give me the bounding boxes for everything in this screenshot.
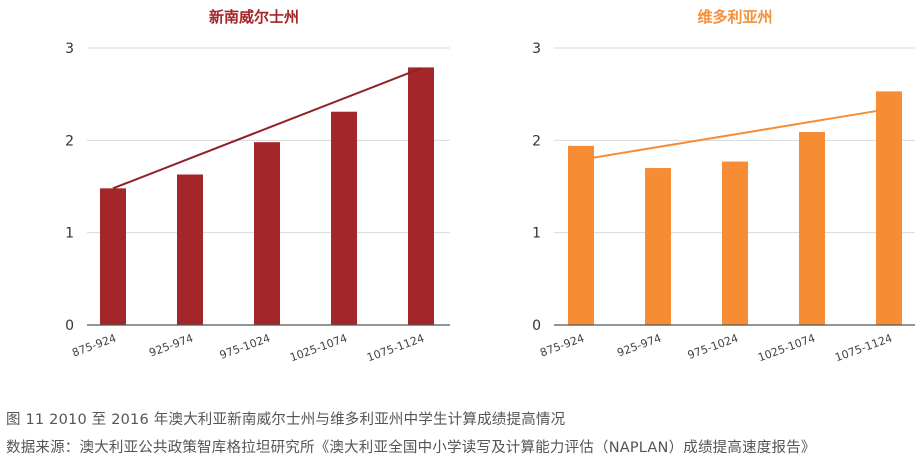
x-tick-label: 1025-1074 bbox=[288, 332, 349, 365]
chart-title: 维多利亚州 bbox=[697, 8, 772, 26]
x-tick-label: 875-924 bbox=[538, 332, 586, 360]
bar bbox=[100, 188, 126, 325]
x-tick-label: 975-1024 bbox=[218, 332, 272, 362]
chart-nsw: 新南威尔士州 0 1 2 3 875-924 925-974 975-1024 1025-107… bbox=[65, 8, 450, 364]
chart-title: 新南威尔士州 bbox=[209, 8, 299, 26]
x-tick-label: 975-1024 bbox=[686, 332, 740, 362]
y-tick-label: 3 bbox=[532, 41, 541, 57]
bar bbox=[254, 142, 280, 325]
bar bbox=[331, 111, 357, 326]
x-tick-label: 925-974 bbox=[615, 332, 663, 360]
y-tick-label: 0 bbox=[532, 318, 541, 334]
trend-line bbox=[580, 107, 890, 161]
y-tick-label: 2 bbox=[532, 133, 541, 149]
y-tick-label: 1 bbox=[532, 226, 541, 242]
source-caption: 数据来源：澳大利亚公共政策智库格拉坦研究所《澳大利亚全国中小学读写及计算能力评估… bbox=[6, 440, 816, 456]
y-tick-label: 1 bbox=[65, 226, 74, 242]
x-tick-label: 925-974 bbox=[147, 332, 195, 360]
x-tick-label: 1075-1124 bbox=[365, 332, 426, 365]
x-tick-label: 875-924 bbox=[70, 332, 118, 360]
y-tick-label: 0 bbox=[65, 318, 74, 334]
bar bbox=[177, 174, 203, 325]
bar bbox=[408, 67, 434, 325]
bar bbox=[799, 132, 825, 325]
figure-caption: 图 11 2010 至 2016 年澳大利亚新南威尔士州与维多利亚州中学生计算成… bbox=[6, 412, 566, 428]
y-tick-label: 2 bbox=[65, 133, 74, 149]
x-tick-label: 1025-1074 bbox=[756, 332, 817, 365]
bar bbox=[645, 168, 671, 325]
chart-vic: 维多利亚州 0 1 2 3 875-924 925-974 975-1024 1025-1074… bbox=[532, 8, 915, 364]
bar bbox=[722, 161, 748, 325]
trend-line bbox=[112, 67, 422, 190]
bar bbox=[568, 145, 594, 325]
y-tick-label: 3 bbox=[65, 41, 74, 57]
x-tick-label: 1075-1124 bbox=[833, 332, 894, 365]
bar bbox=[876, 91, 902, 325]
charts-canvas: 新南威尔士州 0 1 2 3 875-924 925-974 975-1024 1025-107… bbox=[65, 8, 915, 364]
